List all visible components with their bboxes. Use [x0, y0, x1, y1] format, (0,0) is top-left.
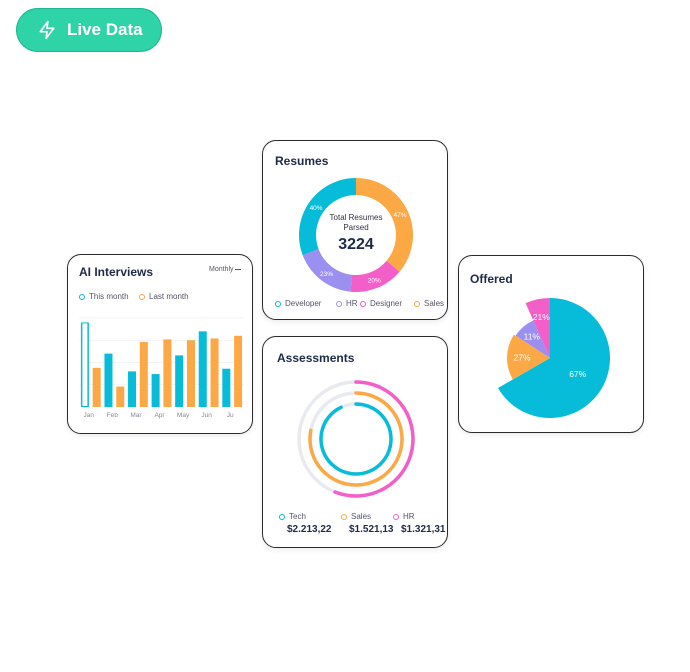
interviews-bar-highlight: [82, 323, 88, 406]
interviews-tick-jan: Jan: [84, 412, 95, 419]
resumes-legend-designer: Designer: [360, 299, 402, 308]
resumes-center-value: 3224: [338, 236, 374, 253]
resumes-donut-chart: 40% 23% 20% 47% Total Resumes Parsed 3224: [299, 178, 413, 292]
interviews-bar-6: [151, 374, 160, 407]
offered-slice-purple: [515, 320, 550, 358]
offered-slice-label-cyan: 67%: [569, 369, 586, 379]
interviews-tick-jun: Jun: [201, 412, 212, 419]
interviews-legend-last-month: Last month: [139, 292, 189, 301]
legend-dot-icon: [336, 300, 342, 307]
interviews-bar-7: [163, 339, 172, 407]
ai-interviews-bar-chart: Jan Feb Mar Apr May Jun Ju: [79, 317, 244, 419]
interviews-bar-9: [186, 340, 195, 407]
offered-slice-pink: [525, 298, 550, 358]
resumes-slice-sales: [356, 178, 413, 272]
interviews-bar-2: [104, 353, 113, 407]
legend-label: HR: [403, 512, 415, 521]
legend-label: Sales: [424, 299, 445, 308]
resumes-slice-designer: [350, 260, 400, 292]
interviews-bar-5: [139, 342, 148, 407]
assessments-ring-sales: [308, 391, 404, 487]
legend-dot-icon: [393, 513, 399, 520]
period-label: Monthly: [209, 266, 234, 273]
live-data-badge[interactable]: Live Data: [16, 8, 162, 52]
interviews-tick-mar: Mar: [130, 412, 142, 419]
assessments-value-hr: $1.321,31: [401, 524, 446, 535]
resumes-slice-hr: [302, 249, 353, 292]
resumes-slice-label-designer: 20%: [368, 277, 381, 284]
interviews-tick-apr: Apr: [154, 412, 165, 419]
interviews-bar-13: [234, 335, 243, 407]
assessments-value-sales: $1.521,13: [349, 524, 394, 535]
period-select[interactable]: Monthly: [209, 266, 241, 273]
interviews-legend-this-month: This month: [79, 292, 129, 301]
assessments-value-tech: $2.213,22: [287, 524, 332, 535]
lightning-icon: [37, 20, 57, 40]
resumes-legend-sales: Sales: [414, 299, 444, 308]
offered-card: Offered 67% 27% 11% 21%: [458, 255, 644, 433]
resumes-center-label-line1: Total Resumes: [330, 213, 383, 222]
resumes-title: Resumes: [275, 154, 329, 168]
offered-slice-label-orange: 27%: [514, 352, 531, 362]
resumes-center-label-line2: Parsed: [343, 223, 368, 232]
interviews-tick-ju: Ju: [227, 412, 234, 419]
interviews-bar-1: [92, 367, 101, 407]
interviews-bar-12: [222, 368, 231, 407]
legend-dot-icon: [414, 300, 420, 307]
legend-label: Last month: [149, 292, 189, 301]
interviews-bar-10: [198, 331, 207, 407]
interviews-bar-3: [116, 386, 125, 407]
assessments-title: Assessments: [277, 351, 355, 365]
legend-label: Designer: [370, 299, 403, 308]
assessments-ring-hr: [333, 380, 415, 498]
assessments-legend-tech: Tech: [279, 512, 306, 521]
resumes-slice-developer: [299, 178, 356, 256]
offered-slice-label-purple: 11%: [524, 332, 541, 342]
assessments-card: Assessments Tech $2.213,22 Sales $1.521,13 H…: [262, 336, 448, 548]
interviews-bar-11: [210, 338, 219, 407]
resumes-slice-label-sales: 47%: [393, 212, 406, 219]
offered-title: Offered: [470, 272, 513, 286]
legend-dot-icon: [341, 513, 347, 520]
assessments-legend-hr: HR: [393, 512, 415, 521]
legend-label: Sales: [351, 512, 372, 521]
legend-label: HR: [346, 299, 358, 308]
offered-slice-label-pink: 21%: [533, 312, 550, 322]
offered-slice-orange: [507, 334, 550, 380]
legend-dot-icon: [79, 293, 85, 300]
legend-dot-icon: [360, 300, 366, 307]
interviews-tick-feb: Feb: [107, 412, 119, 419]
legend-label: This month: [89, 292, 129, 301]
legend-dot-icon: [279, 513, 285, 520]
interviews-bar-4: [128, 371, 137, 407]
ai-interviews-title: AI Interviews: [79, 265, 154, 279]
resumes-slice-label-developer: 40%: [310, 205, 323, 212]
ai-interviews-card: AI Interviews Monthly This month Last mon…: [67, 254, 253, 434]
assessments-ring-tech: [319, 402, 393, 476]
chevron-down-icon: [234, 269, 241, 270]
legend-label: Tech: [289, 512, 306, 521]
legend-dot-icon: [275, 300, 281, 307]
resumes-legend-hr: HR: [336, 299, 358, 308]
offered-pie-chart: 67% 27% 11% 21%: [498, 298, 610, 418]
interviews-bar-8: [175, 355, 184, 407]
resumes-card: Resumes 40% 23% 20% 47% Total Resumes Parse…: [262, 140, 448, 320]
live-data-label: Live Data: [67, 20, 143, 39]
legend-dot-icon: [139, 293, 145, 300]
assessments-legend-sales: Sales: [341, 512, 371, 521]
interviews-tick-may: May: [177, 412, 190, 419]
legend-label: Developer: [285, 299, 322, 308]
resumes-slice-label-hr: 23%: [320, 271, 333, 278]
resumes-legend-developer: Developer: [275, 299, 321, 308]
offered-slice-cyan: [498, 298, 610, 418]
assessments-radial-chart: [297, 380, 415, 498]
